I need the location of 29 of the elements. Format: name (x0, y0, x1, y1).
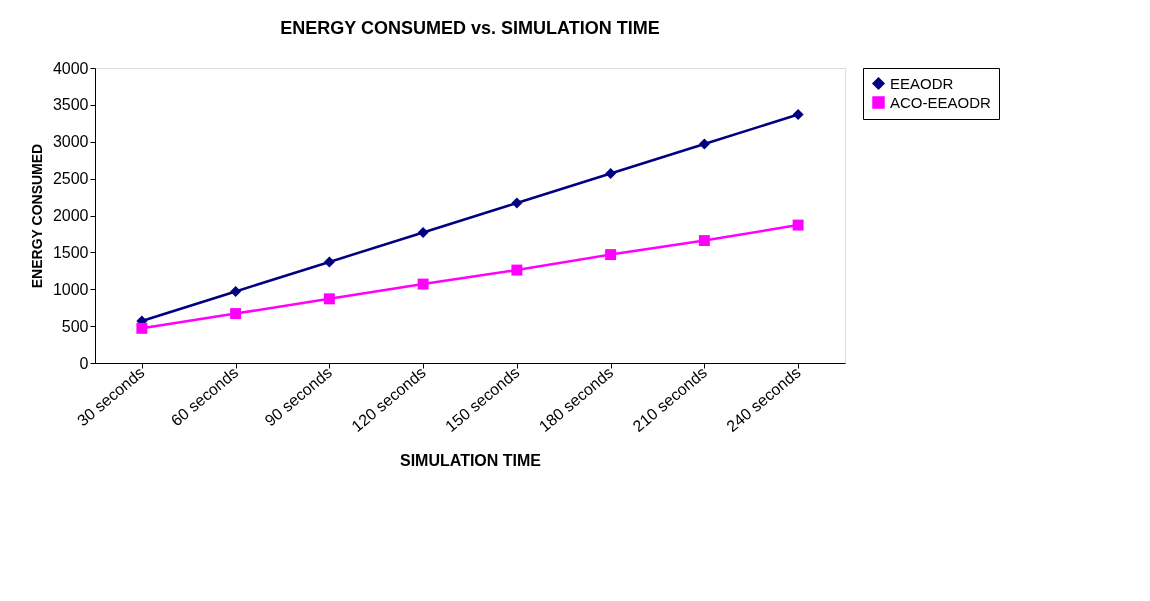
point (605, 167, 617, 179)
point (323, 256, 335, 268)
y-tick-label: 3000 (52, 133, 89, 151)
y-tick-label: 1500 (52, 243, 89, 261)
point (511, 264, 523, 276)
point (417, 226, 429, 238)
point (230, 308, 242, 320)
y-tick-label: 0 (79, 354, 89, 372)
point (792, 219, 804, 231)
point (511, 197, 523, 209)
x-axis-title: SIMULATION TIME (399, 451, 542, 469)
y-axis-title: ENERGY CONSUMED (28, 143, 45, 289)
y-tick-label: 2000 (52, 207, 89, 224)
y-tick-label: 500 (61, 317, 89, 335)
y-tick-label: 4000 (52, 59, 89, 77)
point (136, 322, 148, 334)
legend-label: EEAODR (890, 74, 954, 92)
point (230, 285, 242, 297)
y-tick-label: 2500 (52, 170, 89, 188)
point (698, 138, 710, 150)
y-tick-label: 3500 (52, 96, 89, 114)
point (417, 278, 429, 290)
legend-label: ACO-EEAODR (890, 93, 992, 111)
point (323, 293, 335, 305)
chart-title: ENERGY CONSUMED vs. SIMULATION TIME (280, 18, 660, 38)
point (605, 249, 617, 261)
point (698, 235, 710, 247)
point (792, 108, 804, 120)
y-tick-label: 1000 (52, 280, 89, 298)
